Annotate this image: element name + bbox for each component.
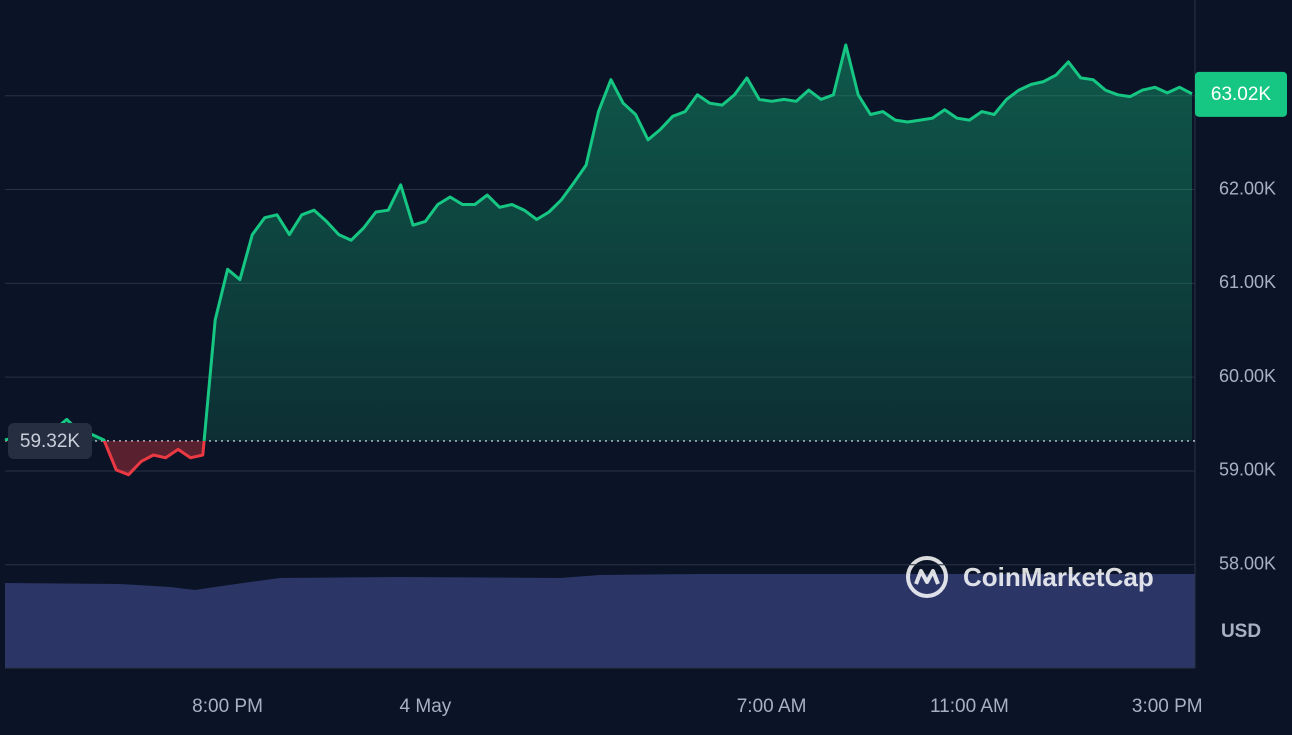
y-tick-label: 58.00K [1219, 554, 1276, 574]
x-tick-label: 11:00 AM [930, 696, 1009, 717]
y-tick-label: 62.00K [1219, 178, 1276, 198]
volume-area [5, 574, 1195, 668]
price-line-below [5, 440, 206, 477]
price-area [5, 45, 1192, 441]
watermark: CoinMarketCap [906, 556, 1154, 598]
below-group [5, 440, 206, 477]
reference-label: 59.32K [20, 431, 81, 452]
last-price-box [1195, 71, 1287, 117]
above-group [4, 43, 1193, 441]
x-tick-label: 8:00 PM [192, 696, 263, 717]
currency-label: USD [1221, 621, 1261, 642]
y-tick-label: 61.00K [1219, 272, 1276, 292]
y-tick-label: 59.00K [1219, 460, 1276, 480]
x-tick-label: 3:00 PM [1132, 696, 1203, 717]
y-tick-label: 60.00K [1219, 366, 1276, 386]
x-tick-label: 4 May [400, 696, 452, 717]
reference-label-box [8, 422, 92, 459]
price-line [4, 43, 1193, 441]
watermark-text: CoinMarketCap [963, 562, 1154, 592]
logo-ring [906, 556, 948, 598]
x-tick-label: 7:00 AM [737, 696, 807, 717]
logo-mark [914, 569, 940, 585]
last-price-label: 63.02K [1211, 84, 1272, 105]
